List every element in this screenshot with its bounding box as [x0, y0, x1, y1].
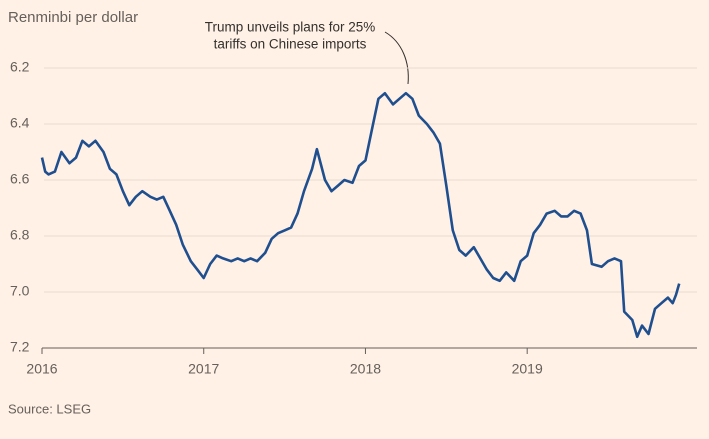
x-tick-label: 2016 — [26, 361, 57, 377]
annotation-line: tariffs on Chinese imports — [214, 37, 367, 52]
source: Source: LSEG — [8, 401, 91, 416]
y-tick-label: 7.2 — [10, 339, 30, 355]
y-tick-label: 7.0 — [10, 283, 30, 299]
annotation-arrow — [384, 31, 409, 85]
x-tick-label: 2018 — [350, 361, 381, 377]
y-tick-label: 6.6 — [10, 171, 30, 187]
y-tick-label: 6.2 — [10, 59, 30, 75]
data-line — [40, 91, 681, 339]
x-tick-label: 2019 — [512, 361, 543, 377]
x-tick-label: 2017 — [188, 361, 219, 377]
y-tick-label: 6.8 — [10, 227, 30, 243]
y-tick-label: 6.4 — [10, 115, 30, 131]
annotation-line: Trump unveils plans for 25% — [205, 20, 376, 35]
y-axis-title: Renminbi per dollar — [8, 9, 138, 26]
